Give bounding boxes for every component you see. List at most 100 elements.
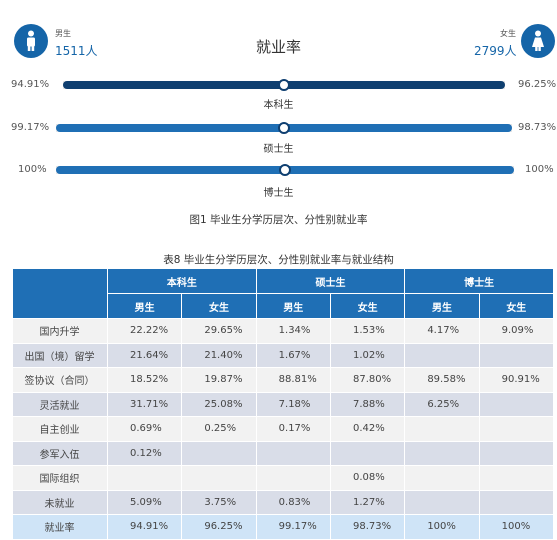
table-row: 参军入伍 0.12% <box>12 440 555 466</box>
table-cell: 0.08% <box>329 465 406 491</box>
table-row: 自主创业 0.69% 0.25% 0.17% 0.42% <box>12 416 555 442</box>
table-cell: 98.73% <box>329 514 406 540</box>
table-cell: 6.25% <box>404 391 480 417</box>
row-label: 参军入伍 <box>12 440 108 466</box>
bar-fill-female <box>284 81 505 89</box>
female-avatar <box>521 24 555 58</box>
bar-knob <box>278 122 290 134</box>
table-cell <box>106 465 183 491</box>
table-cell: 1.02% <box>329 342 406 368</box>
subheader-female: 女生 <box>329 293 406 319</box>
table-cell: 21.40% <box>181 342 257 368</box>
row-label: 国内升学 <box>12 318 108 344</box>
table-cell <box>404 489 480 515</box>
table-cell: 0.83% <box>255 489 331 515</box>
table-cell: 5.09% <box>106 489 183 515</box>
row-label: 国际组织 <box>12 465 108 491</box>
employment-table: 本科生 硕士生 博士生 男生 女生 男生 女生 男生 女生 国内升学 22.22… <box>12 268 555 540</box>
table-cell <box>478 465 555 491</box>
table-cell: 0.12% <box>106 440 183 466</box>
table-cell: 19.87% <box>181 367 257 393</box>
subheader-male: 男生 <box>106 293 183 319</box>
bar-knob <box>279 164 291 176</box>
bar-fill-male <box>56 166 285 174</box>
table-cell: 0.17% <box>255 416 331 442</box>
table-cell: 88.81% <box>255 367 331 393</box>
table-cell: 0.69% <box>106 416 183 442</box>
female-count: 2799人 <box>474 44 517 58</box>
table-cell: 18.52% <box>106 367 183 393</box>
table-corner-cell <box>12 268 108 319</box>
table-row: 国际组织 0.08% <box>12 465 555 491</box>
table-cell: 21.64% <box>106 342 183 368</box>
bar-row-master: 99.17% 98.73% <box>0 121 557 135</box>
table-row-total: 就业率 94.91% 96.25% 99.17% 98.73% 100% 100… <box>12 514 555 540</box>
table-cell: 7.88% <box>329 391 406 417</box>
table-row: 签协议（合同） 18.52% 19.87% 88.81% 87.80% 89.5… <box>12 367 555 393</box>
bar-label-bachelor: 本科生 <box>263 100 294 111</box>
table-cell: 31.71% <box>106 391 183 417</box>
table-cell <box>478 342 555 368</box>
table-cell <box>404 342 480 368</box>
row-label: 出国（境）留学 <box>12 342 108 368</box>
table-cell <box>404 416 480 442</box>
table-cell: 0.42% <box>329 416 406 442</box>
table-cell: 1.34% <box>255 318 331 344</box>
table-cell: 3.75% <box>181 489 257 515</box>
subheader-female: 女生 <box>478 293 555 319</box>
table-cell: 7.18% <box>255 391 331 417</box>
table-cell: 90.91% <box>478 367 555 393</box>
row-label: 自主创业 <box>12 416 108 442</box>
table-group-header-row: 本科生 硕士生 博士生 <box>12 268 554 319</box>
subheader-male: 男生 <box>404 293 480 319</box>
table-caption: 表8 毕业生分学历层次、分性别就业率与就业结构 <box>163 254 394 266</box>
table-cell: 1.67% <box>255 342 331 368</box>
table-cell <box>478 416 555 442</box>
table-subheader-row: 男生 女生 男生 女生 男生 女生 <box>13 293 555 319</box>
female-person-icon <box>532 30 544 51</box>
bar-right-pct: 98.73% <box>518 122 557 133</box>
bar-row-bachelor: 94.91% 96.25% <box>0 78 557 92</box>
table-cell: 1.27% <box>329 489 406 515</box>
bar-fill-male <box>63 81 284 89</box>
bar-left-pct: 99.17% <box>11 122 50 133</box>
table-cell <box>255 440 331 466</box>
table-cell: 100% <box>478 514 555 540</box>
table-cell: 89.58% <box>404 367 480 393</box>
table-cell <box>404 440 480 466</box>
table-cell: 100% <box>404 514 480 540</box>
group-header-bachelor: 本科生 <box>107 268 257 294</box>
table-cell <box>404 465 480 491</box>
subheader-male: 男生 <box>255 293 331 319</box>
bar-label-master: 硕士生 <box>263 144 294 155</box>
table-cell: 0.25% <box>181 416 257 442</box>
row-label: 签协议（合同） <box>12 367 108 393</box>
row-label: 灵活就业 <box>12 391 108 417</box>
table-row: 出国（境）留学 21.64% 21.40% 1.67% 1.02% <box>12 342 555 368</box>
table-cell <box>478 440 555 466</box>
bar-track <box>56 122 512 134</box>
group-header-master: 硕士生 <box>255 268 406 294</box>
bar-label-doctor: 博士生 <box>263 188 294 199</box>
table-cell: 96.25% <box>181 514 257 540</box>
bar-knob <box>278 79 290 91</box>
bar-right-pct: 96.25% <box>518 79 557 90</box>
table-cell: 87.80% <box>329 367 406 393</box>
male-label: 男生 <box>55 29 71 38</box>
table-cell: 1.53% <box>329 318 406 344</box>
bar-left-pct: 94.91% <box>11 79 50 90</box>
female-label: 女生 <box>500 29 516 38</box>
subheader-female: 女生 <box>181 293 257 319</box>
group-header-doctor: 博士生 <box>404 268 554 294</box>
employment-rate-title: 就业率 <box>255 38 301 56</box>
bar-fill-female <box>285 166 514 174</box>
table-cell <box>329 440 406 466</box>
table-cell <box>478 391 555 417</box>
bar-row-doctor: 100% 100% <box>0 163 557 177</box>
male-avatar <box>14 24 48 58</box>
table-cell: 4.17% <box>404 318 480 344</box>
row-label: 就业率 <box>12 514 108 540</box>
table-cell: 99.17% <box>255 514 331 540</box>
male-count: 1511人 <box>55 44 98 58</box>
table-cell: 29.65% <box>181 318 257 344</box>
